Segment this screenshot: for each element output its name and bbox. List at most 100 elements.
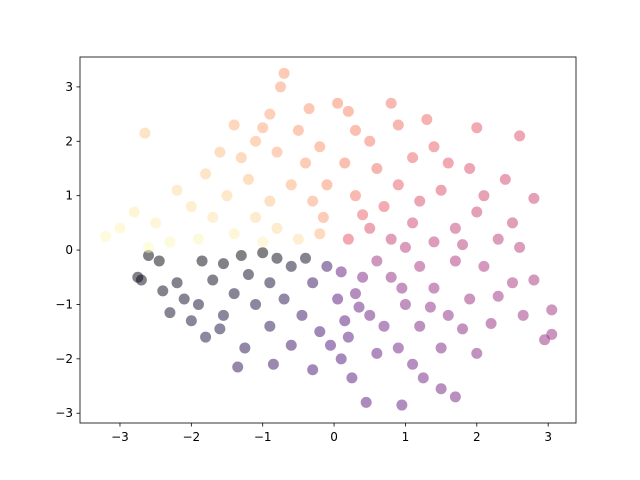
point — [264, 195, 276, 207]
point — [396, 399, 408, 411]
point — [499, 173, 511, 185]
point — [435, 184, 447, 196]
point — [275, 81, 287, 93]
point — [357, 209, 369, 221]
point — [528, 274, 540, 286]
point — [128, 206, 140, 218]
point — [264, 108, 276, 120]
point — [506, 277, 518, 289]
point — [528, 192, 540, 204]
point — [421, 114, 433, 126]
point — [285, 339, 297, 351]
point — [278, 67, 290, 79]
point — [407, 152, 419, 164]
point — [514, 130, 526, 142]
point — [196, 255, 208, 267]
point — [399, 241, 411, 253]
point — [317, 211, 329, 223]
point — [267, 358, 279, 370]
point — [200, 168, 212, 180]
point — [307, 195, 319, 207]
point — [392, 342, 404, 354]
point — [314, 141, 326, 153]
point — [314, 228, 326, 240]
point — [546, 304, 558, 316]
point — [207, 274, 219, 286]
point — [150, 217, 162, 229]
point — [335, 266, 347, 278]
point — [414, 195, 426, 207]
point — [385, 233, 397, 245]
point — [321, 260, 333, 272]
point — [264, 320, 276, 332]
point — [449, 391, 461, 403]
point — [435, 342, 447, 354]
y-tick-label: 1 — [65, 189, 73, 203]
point — [346, 372, 358, 384]
point — [143, 249, 155, 261]
point — [257, 247, 269, 259]
point — [257, 122, 269, 134]
point — [250, 211, 262, 223]
point — [407, 358, 419, 370]
point — [428, 141, 440, 153]
point — [392, 119, 404, 131]
point — [257, 236, 269, 248]
point — [414, 320, 426, 332]
point — [235, 152, 247, 164]
point — [200, 331, 212, 343]
point — [324, 339, 336, 351]
point — [303, 103, 315, 115]
point — [428, 282, 440, 294]
point — [307, 277, 319, 289]
x-tick-label: 3 — [544, 430, 552, 444]
point — [371, 162, 383, 174]
point — [307, 364, 319, 376]
point — [207, 211, 219, 223]
point — [485, 317, 497, 329]
point — [214, 323, 226, 335]
point — [428, 236, 440, 248]
point — [364, 135, 376, 147]
point — [250, 135, 262, 147]
point — [353, 301, 365, 313]
point — [171, 184, 183, 196]
point — [192, 233, 204, 245]
point — [457, 239, 469, 251]
point — [442, 157, 454, 169]
point — [139, 127, 151, 139]
point — [135, 274, 147, 286]
point — [114, 222, 126, 234]
point — [396, 282, 408, 294]
point — [217, 309, 229, 321]
point — [414, 260, 426, 272]
point — [235, 249, 247, 261]
point — [464, 293, 476, 305]
point — [342, 105, 354, 117]
point — [192, 298, 204, 310]
point — [371, 255, 383, 267]
point — [339, 315, 351, 327]
point — [264, 277, 276, 289]
point — [185, 315, 197, 327]
point — [157, 285, 169, 297]
point — [296, 309, 308, 321]
point — [378, 320, 390, 332]
point — [385, 97, 397, 109]
point — [285, 179, 297, 191]
point — [506, 217, 518, 229]
y-tick-label: −1 — [55, 297, 73, 311]
point — [321, 179, 333, 191]
point — [360, 396, 372, 408]
point — [143, 241, 155, 253]
point — [364, 309, 376, 321]
point — [300, 157, 312, 169]
plot-frame — [79, 56, 577, 424]
point — [164, 236, 176, 248]
point — [217, 258, 229, 270]
point — [442, 309, 454, 321]
point — [349, 124, 361, 136]
x-tick-label: 2 — [473, 430, 481, 444]
point — [153, 255, 165, 267]
